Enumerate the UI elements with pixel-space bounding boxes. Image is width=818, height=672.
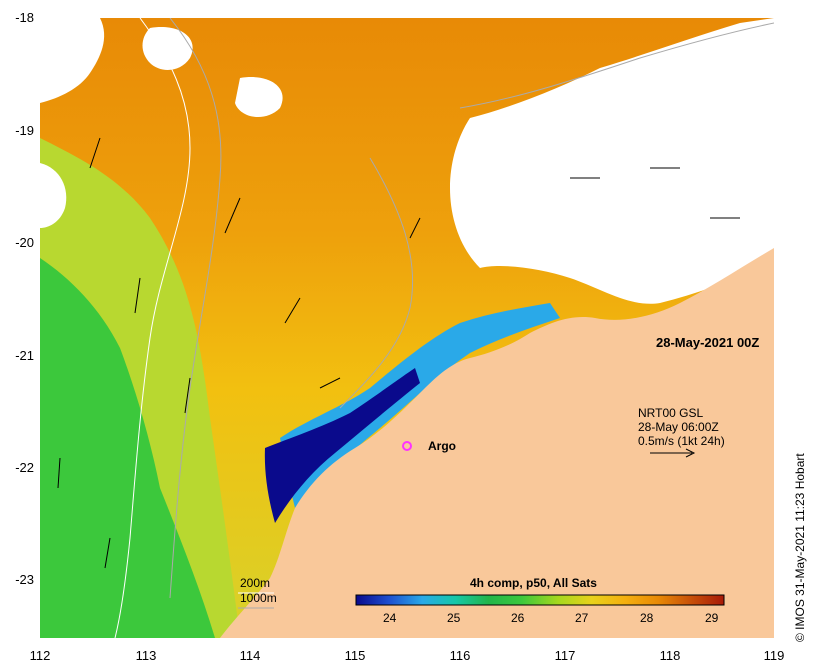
depth-contour-1000m [459,22,774,109]
depth-contour-200m [114,18,191,638]
current-vector [104,537,111,569]
x-tick-label: 116 [449,648,471,663]
current-vector [224,197,241,234]
legend-200m-label: 200m [240,576,271,590]
sst-cold-upwelling [264,368,420,523]
y-tick-label: -19 [15,123,34,138]
no-data-region [142,27,193,70]
colorbar-title: 4h comp, p50, All Sats [470,576,597,590]
x-tick-label: 112 [29,648,51,663]
sst-green-band [40,258,215,638]
depth-contour-1000m [339,157,414,409]
argo-label: Argo [428,439,456,453]
current-vector [409,217,421,239]
no-data-region [40,18,105,103]
colorbar-tick: 29 [705,611,719,625]
y-tick-label: -22 [15,460,34,475]
no-data-region [450,18,774,304]
no-data-region [235,77,283,118]
no-data-region [40,163,67,228]
legend-line-2: 28-May 06:00Z [638,420,719,434]
legend-line-1: NRT00 GSL [638,406,704,420]
x-tick-label: 117 [554,648,576,663]
current-vector [284,297,301,324]
argo-marker [402,441,412,451]
colorbar [355,594,725,606]
legend-1000m-label: 1000m [240,591,277,605]
colorbar-tick: 28 [640,611,654,625]
legend-current-arrowhead [685,448,696,458]
colorbar-tick: 25 [447,611,461,625]
current-vectors [57,137,740,569]
land-mass [220,248,774,638]
current-vector [319,377,341,389]
colorbar-tick: 27 [575,611,589,625]
depth-contour-1000m [169,18,222,599]
x-tick-label: 113 [135,648,157,663]
x-tick-label: 118 [659,648,681,663]
sst-map-canvas [40,18,774,638]
colorbar-tick: 24 [383,611,397,625]
current-vector [184,377,191,414]
x-tick-label: 115 [344,648,366,663]
x-tick-label: 114 [239,648,261,663]
map-timestamp: 28-May-2021 00Z [656,335,760,350]
y-tick-label: -23 [15,572,34,587]
y-tick-label: -20 [15,235,34,250]
y-tick-label: -18 [15,10,34,25]
current-vector [134,277,141,314]
sst-cool-band [280,303,560,508]
legend-line-3: 0.5m/s (1kt 24h) [638,434,725,448]
colorbar-tick: 26 [511,611,525,625]
y-tick-label: -21 [15,348,34,363]
current-vector [89,137,101,169]
sst-map[interactable] [40,18,774,638]
copyright-credit: © IMOS 31-May-2021 11:23 Hobart [793,453,807,642]
x-tick-label: 119 [763,648,785,663]
current-vector [57,457,61,489]
